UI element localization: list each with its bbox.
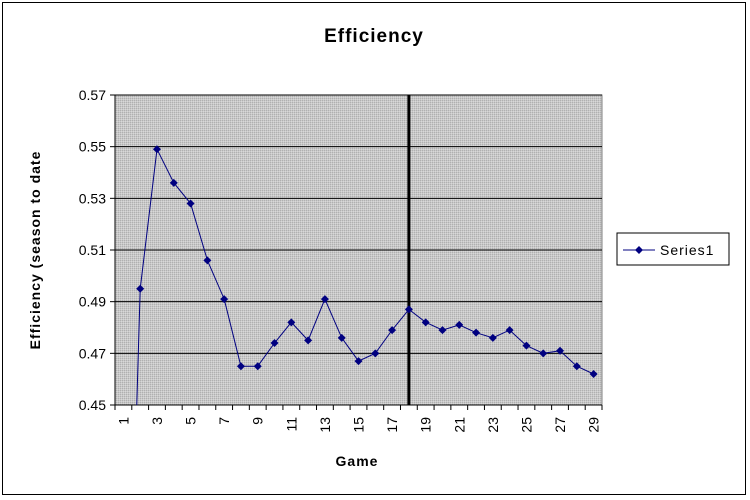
data-point-marker bbox=[253, 362, 262, 371]
x-tick-label: 15 bbox=[351, 417, 367, 433]
data-point-marker bbox=[539, 349, 548, 358]
x-axis-ticks: 1 3 5 7 9 11 13 15 17 19 21 23 25 27 29 bbox=[114, 405, 603, 433]
x-tick-label: 17 bbox=[384, 417, 400, 433]
data-point-marker bbox=[203, 256, 212, 265]
x-tick-label: 21 bbox=[451, 417, 467, 433]
x-tick-label: 27 bbox=[552, 417, 568, 433]
x-tick-label: 29 bbox=[586, 417, 602, 433]
series-group bbox=[136, 145, 598, 405]
y-tick-label: 0.55 bbox=[79, 139, 106, 155]
legend: Series1 bbox=[616, 232, 730, 266]
legend-series-marker bbox=[635, 246, 643, 254]
data-point-marker bbox=[371, 349, 380, 358]
chart-title: Efficiency bbox=[324, 26, 424, 47]
data-point-marker bbox=[169, 178, 178, 187]
data-point-marker bbox=[522, 341, 531, 350]
data-point-marker bbox=[505, 326, 514, 335]
y-tick-label: 0.45 bbox=[79, 397, 106, 413]
y-axis-title: Efficiency (season to date bbox=[27, 151, 43, 350]
y-tick-label: 0.53 bbox=[79, 190, 106, 206]
legend-box bbox=[616, 232, 730, 266]
data-point-marker bbox=[421, 318, 430, 327]
x-tick-label: 3 bbox=[149, 417, 165, 425]
data-point-marker bbox=[220, 295, 229, 304]
data-point-marker bbox=[455, 320, 464, 329]
data-point-marker bbox=[438, 326, 447, 335]
y-axis-ticks: 0.45 0.47 0.49 0.51 0.53 0.55 0.57 bbox=[79, 87, 602, 413]
data-point-marker bbox=[572, 362, 581, 371]
x-axis-title: Game bbox=[336, 453, 379, 469]
x-tick-label: 1 bbox=[115, 417, 131, 425]
x-tick-label: 11 bbox=[283, 417, 299, 432]
data-point-marker bbox=[186, 199, 195, 208]
data-point-marker bbox=[236, 362, 245, 371]
x-tick-label: 25 bbox=[518, 417, 534, 433]
data-point-marker bbox=[472, 328, 481, 337]
data-point-marker bbox=[136, 284, 145, 293]
x-tick-label: 5 bbox=[183, 417, 199, 425]
y-tick-label: 0.57 bbox=[79, 87, 106, 103]
y-tick-label: 0.51 bbox=[79, 242, 106, 258]
data-point-marker bbox=[337, 333, 346, 342]
data-point-marker bbox=[556, 346, 565, 355]
data-point-marker bbox=[152, 145, 161, 154]
data-point-marker bbox=[404, 305, 413, 314]
gridlines bbox=[115, 94, 602, 406]
data-point-marker bbox=[589, 370, 598, 378]
x-tick-label: 9 bbox=[250, 417, 266, 425]
data-point-marker bbox=[287, 318, 296, 327]
x-tick-label: 13 bbox=[317, 417, 333, 433]
y-tick-label: 0.47 bbox=[79, 345, 106, 361]
data-point-marker bbox=[320, 295, 329, 304]
data-point-marker bbox=[488, 333, 497, 342]
x-tick-label: 23 bbox=[485, 417, 501, 433]
data-point-marker bbox=[270, 339, 279, 347]
y-tick-label: 0.49 bbox=[79, 294, 106, 310]
x-tick-label: 19 bbox=[418, 417, 434, 433]
data-point-marker bbox=[304, 336, 313, 345]
data-point-marker bbox=[354, 357, 363, 366]
data-point-marker bbox=[388, 326, 397, 335]
x-tick-label: 7 bbox=[216, 417, 232, 425]
legend-series-label: Series1 bbox=[660, 242, 714, 258]
